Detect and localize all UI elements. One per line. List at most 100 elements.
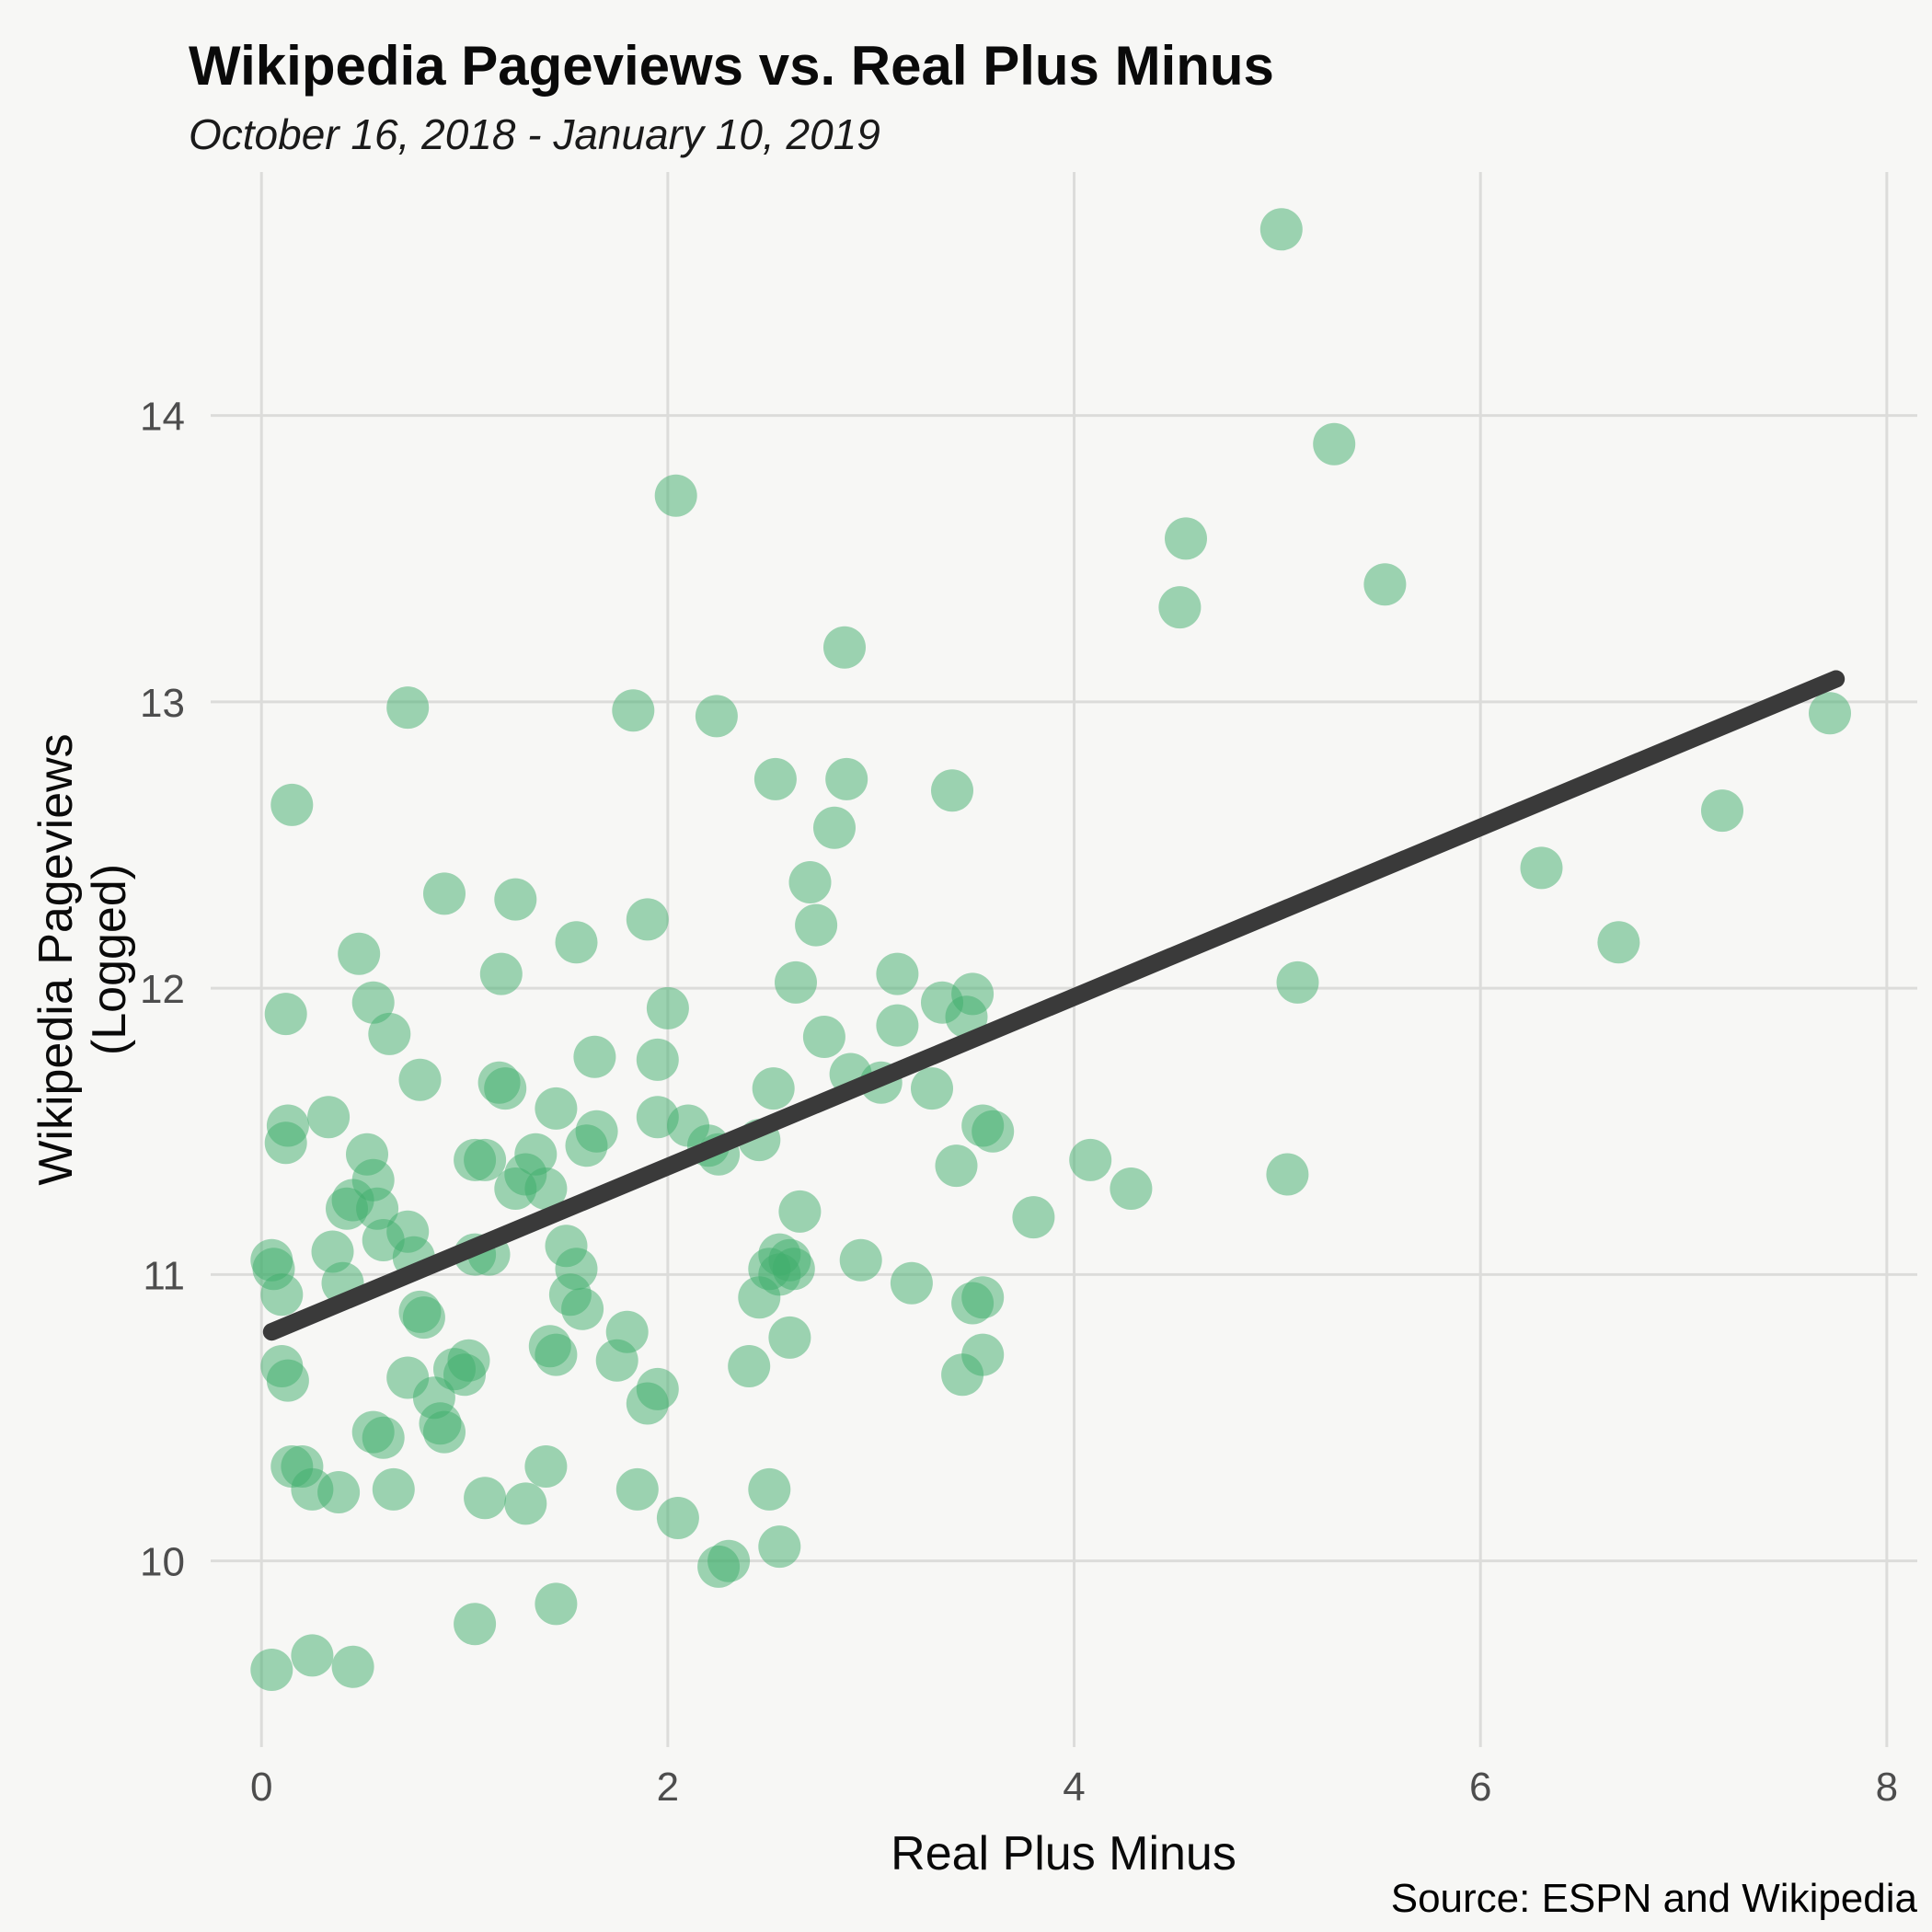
data-point [612, 689, 655, 732]
data-point [656, 1497, 699, 1539]
y-tick-label: 12 [140, 967, 185, 1012]
data-point [356, 1187, 399, 1230]
y-tick-labels: 10 11 12 13 14 [140, 395, 185, 1585]
data-point [768, 1316, 811, 1359]
data-point [748, 1467, 791, 1511]
y-axis-title-line2: (Logged) [83, 864, 136, 1055]
data-point [1012, 1196, 1055, 1239]
data-point [935, 1144, 978, 1188]
data-point [752, 1067, 795, 1110]
chart-subtitle: October 16, 2018 - January 10, 2019 [189, 110, 880, 158]
data-point [398, 1058, 442, 1101]
data-point [464, 1138, 507, 1181]
data-point [1110, 1167, 1153, 1210]
data-point [876, 1004, 919, 1047]
source-caption: Source: ESPN and Wikipedia [1391, 1876, 1918, 1921]
data-point [555, 921, 598, 964]
data-point [270, 783, 314, 826]
data-point [484, 1067, 527, 1110]
data-point [317, 1471, 361, 1513]
data-point [423, 1410, 466, 1454]
y-tick-label: 11 [143, 1253, 185, 1298]
x-tick-label: 2 [657, 1765, 679, 1810]
data-point [447, 1339, 490, 1382]
data-point [695, 695, 738, 738]
data-point [494, 878, 537, 921]
data-point [961, 1104, 1005, 1147]
data-point [264, 993, 307, 1036]
y-tick-label: 10 [140, 1540, 185, 1585]
data-point [788, 861, 832, 903]
data-point [646, 986, 689, 1029]
data-point [372, 1467, 415, 1511]
data-point [941, 1353, 984, 1397]
data-point [890, 1261, 933, 1305]
trend-line [262, 670, 1846, 1341]
data-point [386, 686, 430, 730]
data-point [1363, 563, 1407, 606]
data-point [728, 1345, 771, 1387]
data-point [260, 1273, 304, 1317]
data-point [575, 1110, 618, 1153]
data-point [823, 626, 866, 669]
data-point [1701, 789, 1743, 833]
y-tick-label: 13 [140, 681, 185, 726]
x-axis-title: Real Plus Minus [891, 1827, 1236, 1880]
chart-title: Wikipedia Pageviews vs. Real Plus Minus [189, 35, 1274, 97]
data-point [479, 952, 523, 995]
data-point [813, 806, 856, 849]
data-point [753, 757, 797, 800]
x-tick-label: 6 [1469, 1765, 1491, 1810]
data-point [362, 1416, 405, 1459]
data-point [1069, 1138, 1112, 1181]
data-point [291, 1634, 334, 1677]
data-point [250, 1649, 293, 1691]
y-axis-title-line1: Wikipedia Pageviews [29, 733, 83, 1185]
data-point [605, 1310, 649, 1353]
data-point [524, 1167, 568, 1210]
data-point [1266, 1153, 1309, 1196]
data-point [802, 1016, 845, 1058]
data-point [839, 1238, 882, 1282]
data-point [636, 1038, 679, 1081]
data-point [654, 474, 697, 517]
data-point [1597, 921, 1640, 964]
x-tick-label: 4 [1063, 1765, 1085, 1810]
data-point [307, 1096, 351, 1139]
data-point [535, 1087, 578, 1130]
data-point [402, 1296, 445, 1340]
data-point [1809, 692, 1851, 735]
data-point [921, 981, 963, 1024]
gridlines [211, 172, 1917, 1747]
x-tick-label: 8 [1876, 1765, 1898, 1810]
data-point [876, 952, 919, 995]
data-point [778, 1190, 822, 1233]
data-point [748, 1248, 791, 1291]
data-point [697, 1545, 741, 1588]
data-point [931, 769, 973, 812]
data-point [1276, 960, 1319, 1004]
x-tick-labels: 0 2 4 6 8 [250, 1765, 1898, 1810]
data-point [561, 1287, 604, 1330]
data-point [464, 1477, 507, 1520]
data-point [636, 1367, 679, 1410]
data-point [1158, 586, 1202, 629]
data-point [504, 1482, 547, 1525]
data-point [266, 1359, 309, 1402]
data-point [1259, 208, 1303, 251]
data-point [795, 903, 838, 947]
trend-layer [262, 670, 1846, 1341]
data-point [1313, 422, 1356, 466]
data-point [454, 1603, 497, 1646]
data-point [758, 1525, 801, 1569]
data-point [338, 932, 381, 975]
y-tick-label: 14 [140, 395, 185, 440]
data-point [423, 872, 466, 915]
x-tick-label: 0 [250, 1765, 272, 1810]
points-layer [250, 208, 1851, 1691]
data-point [1165, 517, 1207, 560]
data-point [535, 1582, 578, 1626]
data-point [775, 960, 817, 1004]
data-point [368, 1012, 411, 1055]
